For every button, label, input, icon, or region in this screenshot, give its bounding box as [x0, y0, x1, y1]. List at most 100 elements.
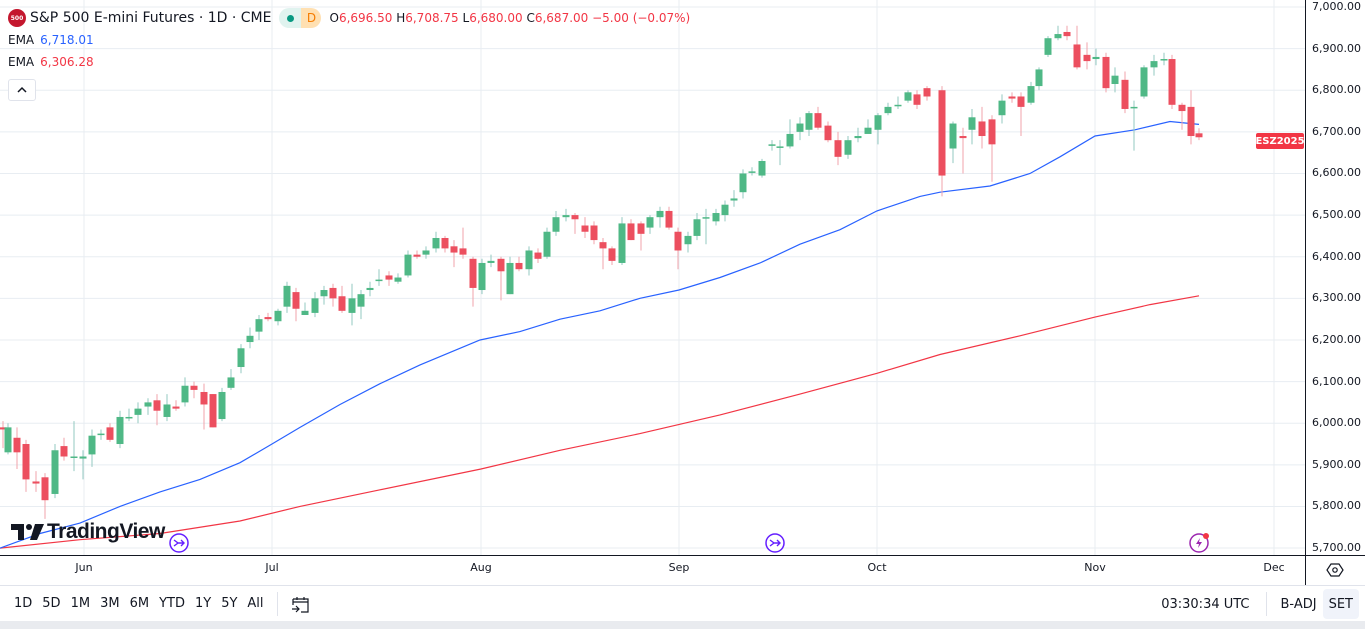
- candle-body[interactable]: [1092, 56, 1100, 60]
- candle-body[interactable]: [786, 133, 794, 147]
- candle-body[interactable]: [1083, 54, 1091, 62]
- range-button-ytd[interactable]: YTD: [159, 596, 185, 611]
- candle-body[interactable]: [478, 262, 486, 291]
- timezone-clock[interactable]: 03:30:34 UTC: [1161, 596, 1250, 612]
- range-button-3m[interactable]: 3M: [100, 596, 120, 611]
- candle-body[interactable]: [1054, 34, 1062, 39]
- candle-body[interactable]: [163, 404, 171, 417]
- candle-body[interactable]: [51, 450, 59, 494]
- candle-body[interactable]: [844, 140, 852, 155]
- candle-body[interactable]: [758, 160, 766, 176]
- range-button-1m[interactable]: 1M: [70, 596, 91, 611]
- candle-body[interactable]: [904, 92, 912, 101]
- candle-body[interactable]: [949, 123, 957, 149]
- candle-body[interactable]: [824, 125, 832, 141]
- candle-body[interactable]: [1063, 31, 1071, 37]
- candle-body[interactable]: [329, 287, 337, 299]
- candle-body[interactable]: [618, 223, 626, 263]
- candle-body[interactable]: [301, 310, 309, 315]
- candle-body[interactable]: [385, 275, 393, 280]
- candle-body[interactable]: [674, 231, 682, 251]
- candle-body[interactable]: [1130, 106, 1138, 109]
- candle-body[interactable]: [684, 235, 692, 245]
- candle-body[interactable]: [571, 215, 579, 220]
- candle-body[interactable]: [646, 217, 654, 228]
- candle-body[interactable]: [283, 285, 291, 307]
- candle-body[interactable]: [894, 104, 902, 107]
- candle-body[interactable]: [237, 348, 245, 368]
- candle-body[interactable]: [1008, 96, 1016, 99]
- candle-body[interactable]: [864, 127, 872, 134]
- candle-body[interactable]: [375, 279, 383, 282]
- candle-body[interactable]: [41, 477, 49, 501]
- candle-body[interactable]: [884, 106, 892, 114]
- candle-body[interactable]: [525, 250, 533, 270]
- candle-body[interactable]: [998, 100, 1006, 116]
- candle-body[interactable]: [144, 402, 152, 407]
- range-button-5y[interactable]: 5Y: [221, 596, 238, 611]
- candle-body[interactable]: [805, 113, 813, 130]
- candle-body[interactable]: [1102, 56, 1110, 89]
- candle-body[interactable]: [776, 146, 784, 148]
- candle-body[interactable]: [200, 391, 208, 405]
- candle-body[interactable]: [1150, 61, 1158, 68]
- candle-body[interactable]: [854, 136, 862, 139]
- candle-body[interactable]: [739, 173, 747, 193]
- candle-body[interactable]: [4, 427, 12, 453]
- candle-body[interactable]: [656, 210, 664, 218]
- candle-body[interactable]: [116, 416, 124, 445]
- candle-body[interactable]: [246, 335, 254, 343]
- candle-body[interactable]: [721, 204, 729, 216]
- candle-body[interactable]: [874, 115, 882, 130]
- candle-body[interactable]: [913, 94, 921, 105]
- candle-body[interactable]: [608, 248, 616, 261]
- candle-body[interactable]: [1187, 106, 1195, 137]
- candle-body[interactable]: [432, 237, 440, 249]
- candle-body[interactable]: [730, 198, 738, 201]
- range-button-1y[interactable]: 1Y: [194, 596, 212, 611]
- ema-fast-row[interactable]: EMA 6,718.01: [8, 33, 94, 47]
- candle-body[interactable]: [497, 258, 505, 272]
- candle-body[interactable]: [1178, 104, 1186, 112]
- range-button-1d[interactable]: 1D: [14, 596, 33, 611]
- candle-body[interactable]: [134, 408, 142, 415]
- chart-pane[interactable]: [0, 0, 1365, 585]
- range-button-5d[interactable]: 5D: [42, 596, 61, 611]
- candle-body[interactable]: [413, 254, 421, 257]
- range-button-6m[interactable]: 6M: [129, 596, 150, 611]
- candle-body[interactable]: [1044, 38, 1052, 55]
- candle-body[interactable]: [459, 248, 467, 255]
- candle-body[interactable]: [209, 394, 217, 428]
- candle-body[interactable]: [311, 298, 319, 313]
- candle-body[interactable]: [338, 296, 346, 311]
- candle-body[interactable]: [1160, 59, 1168, 61]
- tradingview-watermark[interactable]: TradingView: [11, 520, 165, 544]
- candle-body[interactable]: [1017, 96, 1025, 107]
- candle-body[interactable]: [1195, 133, 1203, 138]
- range-button-all[interactable]: All: [247, 596, 264, 611]
- candle-body[interactable]: [292, 292, 300, 309]
- candle-body[interactable]: [552, 217, 560, 232]
- candle-body[interactable]: [0, 427, 7, 430]
- candle-body[interactable]: [1140, 67, 1148, 97]
- candle-body[interactable]: [978, 121, 986, 137]
- candle-body[interactable]: [79, 456, 87, 459]
- candle-body[interactable]: [106, 427, 114, 440]
- session-button[interactable]: SET: [1322, 589, 1359, 619]
- candle-body[interactable]: [227, 377, 235, 388]
- candle-body[interactable]: [968, 117, 976, 130]
- candle-body[interactable]: [637, 223, 645, 234]
- candle-body[interactable]: [1168, 59, 1176, 105]
- candle-body[interactable]: [320, 290, 328, 297]
- candle-body[interactable]: [469, 258, 477, 288]
- candle-body[interactable]: [88, 435, 96, 455]
- candle-body[interactable]: [581, 225, 589, 232]
- candle-body[interactable]: [172, 406, 180, 409]
- candle-body[interactable]: [404, 254, 412, 276]
- candle-body[interactable]: [153, 400, 161, 411]
- candle-body[interactable]: [441, 237, 449, 249]
- candle-body[interactable]: [712, 213, 720, 222]
- candle-body[interactable]: [665, 210, 673, 228]
- candle-body[interactable]: [348, 298, 356, 313]
- candle-body[interactable]: [125, 416, 133, 419]
